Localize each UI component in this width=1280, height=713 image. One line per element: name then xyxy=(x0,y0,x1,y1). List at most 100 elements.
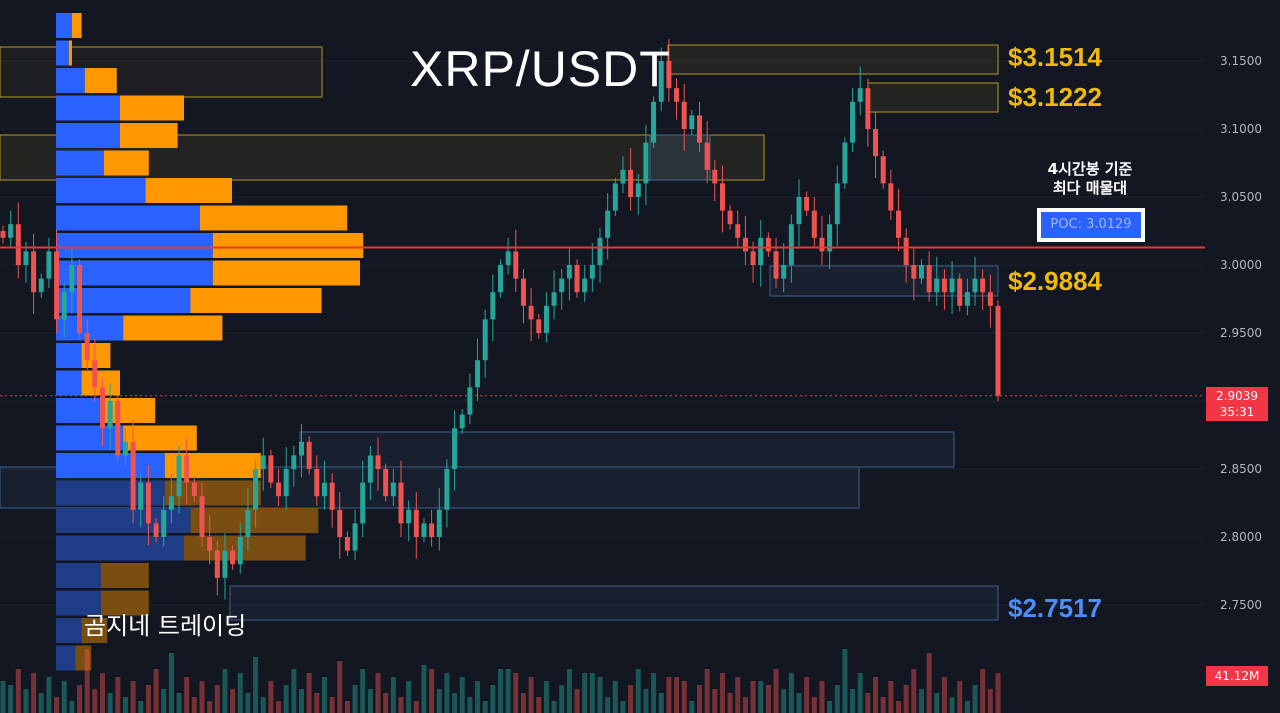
profile-sell-bar xyxy=(100,590,149,616)
candle-body xyxy=(643,142,649,184)
volume-bar xyxy=(643,689,649,713)
volume-bar xyxy=(429,669,435,713)
candle-body xyxy=(781,265,787,279)
chart-title: XRP/USDT xyxy=(410,41,671,97)
volume-bar xyxy=(765,685,771,713)
volume-bar xyxy=(329,697,335,713)
candle-body xyxy=(337,509,343,537)
candle-body xyxy=(122,441,128,456)
candle-body xyxy=(406,509,412,524)
y-tick-label: 3.0000 xyxy=(1220,258,1262,272)
profile-sell-bar xyxy=(75,645,92,671)
candle-body xyxy=(857,88,863,102)
volume-bar xyxy=(245,693,251,713)
candle-body xyxy=(15,224,21,265)
volume-bar xyxy=(788,673,794,713)
volume-bar xyxy=(237,673,243,713)
profile-buy-bar xyxy=(56,563,101,588)
volume-bar xyxy=(406,681,412,713)
candle-body xyxy=(880,156,886,184)
volume-bar xyxy=(987,689,993,713)
volume-bar xyxy=(574,689,580,713)
profile-buy-bar xyxy=(56,205,200,231)
candle-body xyxy=(153,523,159,537)
candle-body xyxy=(918,265,924,279)
volume-bar xyxy=(689,701,695,713)
candle-body xyxy=(850,101,856,143)
profile-buy-bar xyxy=(56,288,191,313)
candle-body xyxy=(995,305,1001,396)
candle-body xyxy=(38,278,44,293)
candle-body xyxy=(589,265,595,279)
profile-sell-bar xyxy=(200,205,348,231)
candle-body xyxy=(367,455,373,483)
volume-bar xyxy=(444,673,450,713)
candle-body xyxy=(605,210,611,238)
candle-body xyxy=(452,428,458,469)
volume-bar xyxy=(873,677,879,713)
candle-body xyxy=(107,401,113,429)
volume-bar xyxy=(957,681,963,713)
candle-body xyxy=(398,482,404,524)
candle-body xyxy=(727,210,733,225)
poc-annotation: 4시간봉 기준 최다 매물대 xyxy=(1030,160,1150,198)
profile-sell-bar xyxy=(145,178,232,203)
poc-note-line2: 최다 매물대 xyxy=(1052,179,1128,197)
profile-buy-bar xyxy=(56,590,101,616)
volume-bar xyxy=(153,669,159,713)
candle-body xyxy=(498,265,503,293)
profile-buy-bar xyxy=(56,453,165,478)
candle-body xyxy=(482,319,488,361)
zone-box xyxy=(229,585,999,621)
candle-body xyxy=(168,496,174,510)
profile-buy-bar xyxy=(56,95,120,121)
volume-bar xyxy=(666,677,672,713)
candle-body xyxy=(375,455,381,469)
volume-bar xyxy=(750,681,756,713)
volume-bar xyxy=(536,697,542,713)
volume-bar xyxy=(413,701,419,713)
candle-body xyxy=(559,278,565,293)
candle-body xyxy=(306,441,312,469)
candle-body xyxy=(543,305,549,333)
volume-bar xyxy=(773,669,779,713)
candle-body xyxy=(383,469,389,497)
y-tick-label: 2.8500 xyxy=(1220,462,1262,476)
candle-body xyxy=(61,292,67,320)
candle-body xyxy=(100,387,105,429)
candle-body xyxy=(551,292,557,306)
candle-body xyxy=(888,183,894,211)
volume-bar xyxy=(475,681,481,713)
candle-body xyxy=(674,88,680,102)
volume-bar xyxy=(168,653,174,713)
volume-bar xyxy=(15,669,21,713)
volume-bar xyxy=(176,693,182,713)
volume-bar xyxy=(941,677,947,713)
candle-body xyxy=(697,115,702,143)
candle-body xyxy=(712,169,718,184)
candle-body xyxy=(949,278,955,293)
candle-body xyxy=(475,360,481,388)
candle-body xyxy=(191,482,197,497)
candle-body xyxy=(8,224,14,238)
volume-bar xyxy=(199,681,205,713)
volume-bar xyxy=(276,701,282,713)
candle-body xyxy=(719,183,725,211)
candlesticks xyxy=(0,39,1001,600)
volume-bar xyxy=(857,673,863,713)
volume-bar xyxy=(735,677,741,713)
volume-bar xyxy=(0,681,6,713)
volume-bar xyxy=(490,685,496,713)
candle-body xyxy=(69,265,75,293)
candle-body xyxy=(574,265,580,293)
volume-bar xyxy=(658,693,664,713)
volume-bar xyxy=(207,701,213,713)
volume-bar xyxy=(299,689,304,713)
candle-body xyxy=(934,278,940,293)
y-tick-label: 3.1500 xyxy=(1220,54,1262,68)
candle-body xyxy=(788,224,794,265)
volume-bar xyxy=(934,693,940,713)
volume-bar xyxy=(61,681,67,713)
volume-bar xyxy=(719,673,725,713)
